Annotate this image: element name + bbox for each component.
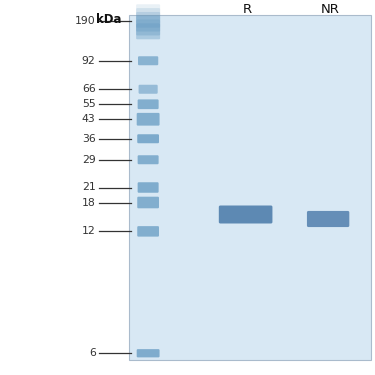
FancyBboxPatch shape <box>136 349 160 357</box>
Text: 12: 12 <box>82 226 96 236</box>
FancyBboxPatch shape <box>138 155 159 164</box>
Text: kDa: kDa <box>96 13 122 26</box>
Text: R: R <box>243 3 252 16</box>
Text: 55: 55 <box>82 99 96 109</box>
Text: 18: 18 <box>82 198 96 207</box>
FancyBboxPatch shape <box>136 20 160 36</box>
FancyBboxPatch shape <box>219 206 272 224</box>
Text: 36: 36 <box>82 134 96 144</box>
FancyBboxPatch shape <box>136 12 160 28</box>
FancyBboxPatch shape <box>136 24 160 39</box>
FancyBboxPatch shape <box>307 211 350 227</box>
FancyBboxPatch shape <box>136 16 160 32</box>
Text: 43: 43 <box>82 114 96 124</box>
FancyBboxPatch shape <box>139 85 158 94</box>
FancyBboxPatch shape <box>137 226 159 237</box>
Text: 66: 66 <box>82 84 96 94</box>
FancyBboxPatch shape <box>138 56 158 65</box>
Text: 21: 21 <box>82 183 96 192</box>
Text: 190: 190 <box>75 16 96 26</box>
Text: 92: 92 <box>82 56 96 66</box>
FancyBboxPatch shape <box>137 196 159 208</box>
FancyBboxPatch shape <box>136 4 160 20</box>
FancyBboxPatch shape <box>136 113 160 126</box>
Text: 6: 6 <box>89 348 96 358</box>
Bar <box>129 15 371 360</box>
Text: 29: 29 <box>82 155 96 165</box>
FancyBboxPatch shape <box>137 134 159 143</box>
FancyBboxPatch shape <box>136 8 160 24</box>
FancyBboxPatch shape <box>138 99 159 109</box>
FancyBboxPatch shape <box>138 182 159 193</box>
Text: NR: NR <box>321 3 339 16</box>
